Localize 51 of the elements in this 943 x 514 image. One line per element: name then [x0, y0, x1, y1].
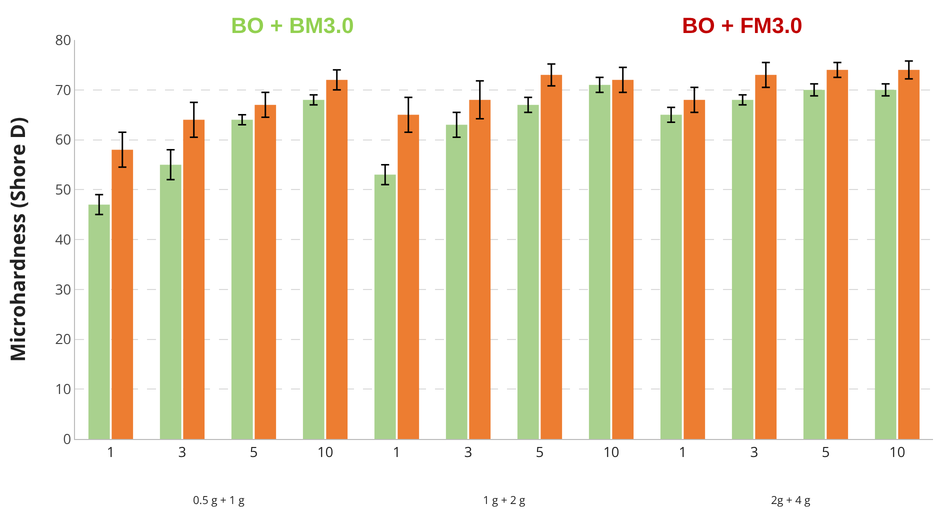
bar [183, 120, 205, 439]
y-tick-label: 70 [55, 80, 72, 100]
bar [755, 74, 777, 439]
bar [469, 100, 491, 439]
bar [803, 90, 825, 439]
bar [398, 114, 420, 439]
y-tick-label: 80 [55, 30, 72, 50]
bar [684, 100, 706, 439]
y-tick-label: 30 [55, 280, 72, 300]
x-tick-label: 3 [178, 442, 186, 462]
y-tick-label: 20 [55, 330, 72, 350]
bar [874, 90, 896, 439]
bar [826, 70, 848, 439]
x-tick-label: 5 [250, 442, 258, 462]
text: 2g + 4 g [771, 493, 810, 508]
bar [374, 174, 396, 439]
x-tick-label: 1 [392, 442, 401, 462]
bar [517, 104, 539, 439]
y-tick-label: 60 [55, 130, 72, 150]
bar [446, 124, 468, 439]
x-tick-label: 1 [678, 442, 687, 462]
bar [88, 204, 110, 439]
x-tick-label: 10 [603, 442, 620, 462]
x-tick-label: 3 [750, 442, 758, 462]
bar [231, 120, 253, 439]
text: 1 g + 2 g [483, 493, 526, 508]
x-tick-label: 1 [106, 442, 115, 462]
bar [898, 70, 920, 439]
bar [160, 164, 182, 439]
y-axis-title: Microhardness (Shore D) [4, 117, 31, 362]
bar [112, 150, 134, 439]
y-tick-label: 40 [55, 230, 72, 250]
x-tick-label: 10 [889, 442, 906, 462]
x-tick-label: 10 [317, 442, 334, 462]
text: 0.5 g + 1 g [193, 493, 244, 508]
y-tick-label: 50 [55, 180, 72, 200]
bar [612, 80, 634, 439]
bar [732, 100, 754, 439]
bar [254, 104, 276, 439]
x-tick-label: 3 [464, 442, 472, 462]
x-tick-label: 5 [822, 442, 830, 462]
text: BO + BM3.0 [231, 13, 354, 38]
y-tick-label: 10 [55, 380, 72, 400]
bar [588, 84, 610, 439]
bar [660, 114, 682, 439]
x-tick-label: 5 [536, 442, 544, 462]
bar [302, 100, 324, 439]
y-tick-label: 0 [63, 430, 72, 449]
bar [540, 74, 562, 439]
bar [326, 80, 348, 439]
text: BO + FM3.0 [682, 13, 802, 38]
